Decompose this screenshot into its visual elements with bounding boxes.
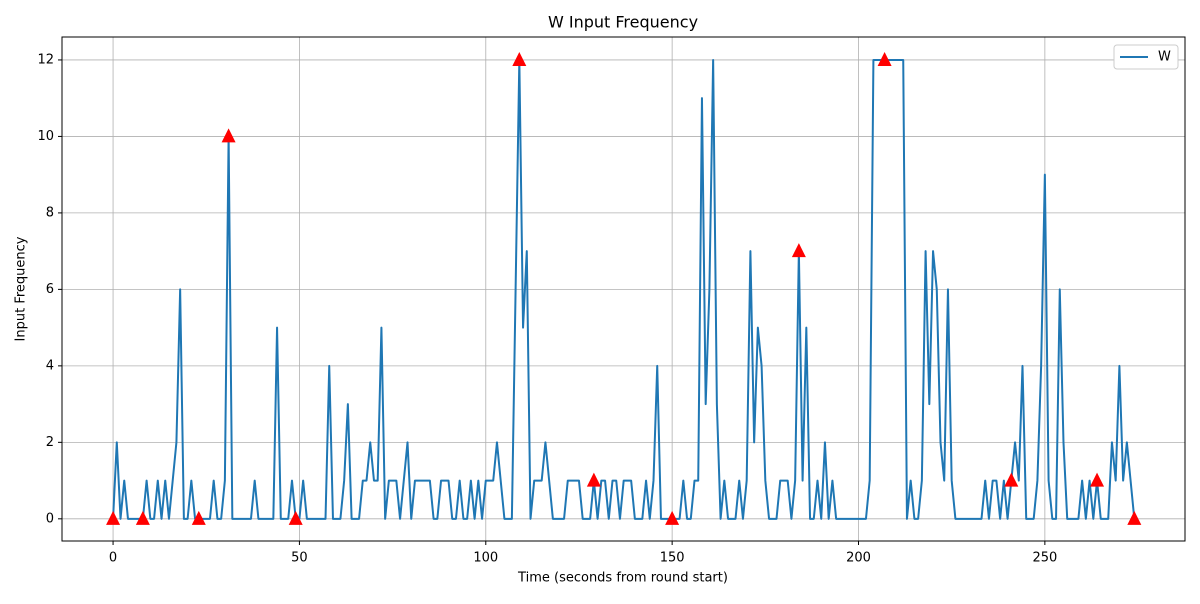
- marker: [877, 51, 892, 66]
- y-tick-label: 6: [46, 282, 54, 297]
- marker: [791, 243, 806, 258]
- y-axis-label: Input Frequency: [14, 236, 29, 341]
- marker: [586, 472, 601, 487]
- marker: [1127, 510, 1142, 525]
- y-tick-label: 12: [37, 52, 54, 67]
- x-axis-label: Time (seconds from round start): [517, 571, 728, 586]
- y-tick-label: 8: [46, 205, 54, 220]
- y-tick-label: 10: [37, 129, 54, 144]
- marker: [191, 510, 206, 525]
- plot-frame: [61, 36, 1186, 542]
- marker: [1090, 472, 1105, 487]
- line-series: [112, 58, 1136, 520]
- y-tick-label: 0: [46, 511, 54, 526]
- marker: [106, 510, 121, 525]
- chart-title: W Input Frequency: [548, 13, 698, 32]
- x-tick-label: 200: [846, 551, 871, 566]
- marker: [1004, 472, 1019, 487]
- x-tick-label: 50: [291, 551, 308, 566]
- marker: [288, 510, 303, 525]
- y-tick-label: 2: [46, 435, 54, 450]
- x-tick-label: 100: [473, 551, 498, 566]
- x-tick-label: 250: [1032, 551, 1057, 566]
- marker: [665, 510, 680, 525]
- y-tick-label: 4: [46, 358, 54, 373]
- legend-label: W: [1158, 50, 1171, 65]
- x-tick-label: 0: [109, 551, 117, 566]
- marker: [135, 510, 150, 525]
- x-tick-label: 150: [660, 551, 685, 566]
- marker: [512, 51, 527, 66]
- marker: [221, 128, 236, 143]
